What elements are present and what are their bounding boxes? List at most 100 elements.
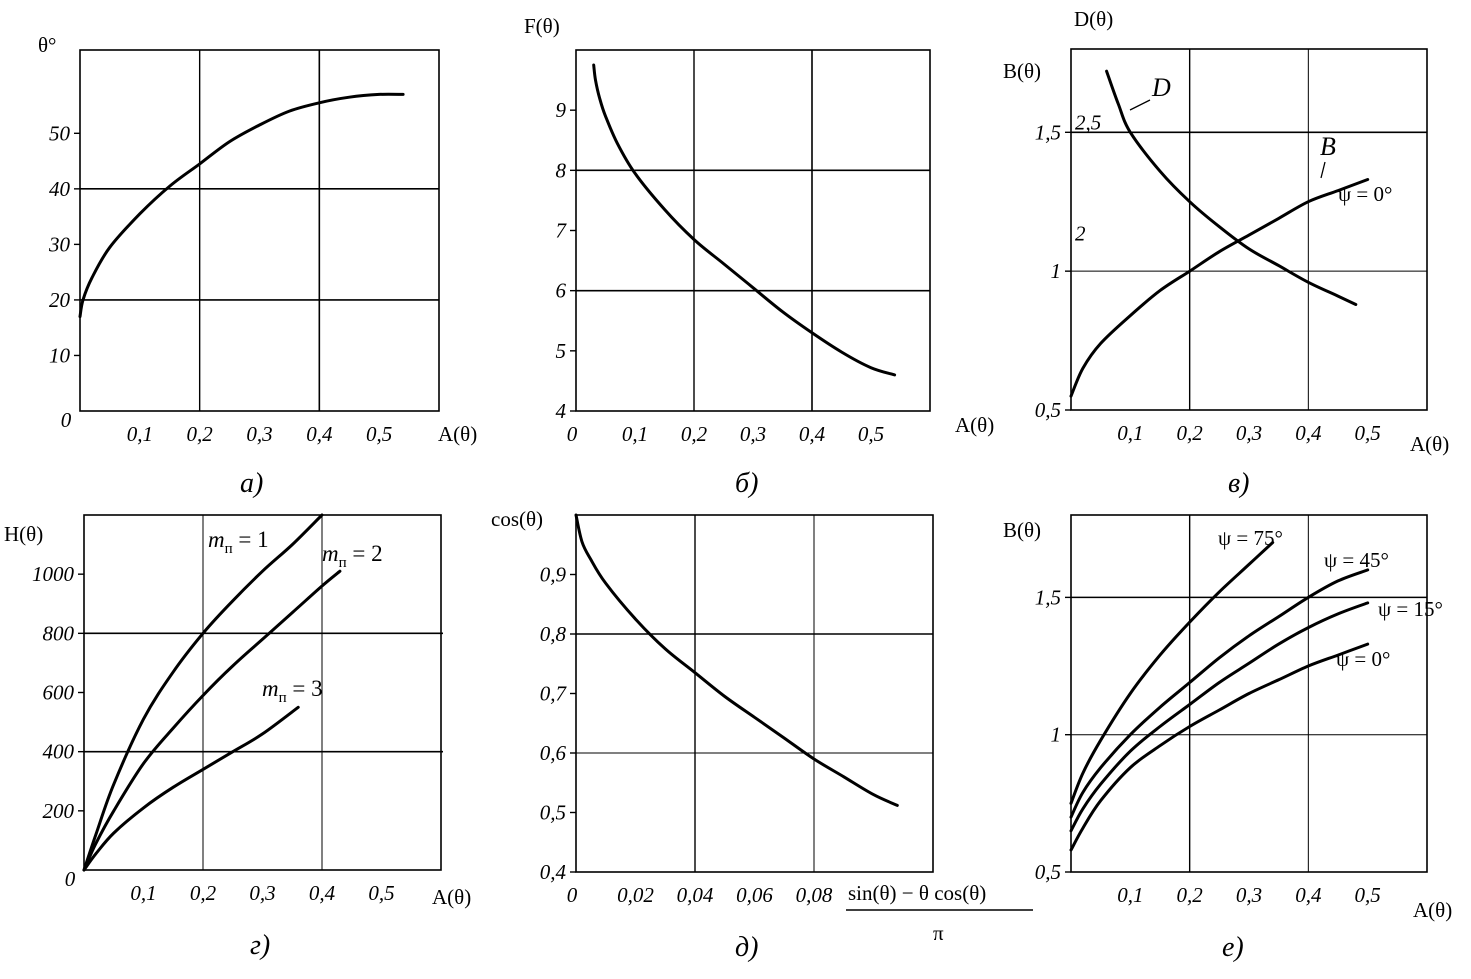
panel-b-y-tick-0: 4: [556, 399, 567, 423]
panel-v-x-tick-4: 0,5: [1355, 421, 1381, 445]
panel-g-label-m2: mп = 2: [322, 541, 383, 571]
panel-d-y-tick-5: 0,9: [540, 563, 567, 587]
panel-v-y-label: B(θ): [1003, 59, 1041, 83]
panel-b: 0,1 0,2 0,3 0,4 0,5 4 5 6 7 8 9 0: [556, 49, 931, 446]
panel-e-x-tick-2: 0,3: [1236, 883, 1262, 907]
panel-v-y2-tick-0: 2,5: [1075, 110, 1101, 134]
panel-g-y-tick-0: 200: [43, 799, 75, 823]
panel-a-series-0: [78, 92, 405, 319]
panel-d-x-tick-2: 0,06: [736, 883, 773, 907]
panel-e-x-tick-4: 0,5: [1355, 883, 1381, 907]
panel-a-x-tick-4: 0,5: [366, 422, 392, 446]
panel-a-x-tick-1: 0,2: [187, 422, 214, 446]
panel-d-x-tick-1: 0,04: [677, 883, 714, 907]
panel-g-m1-symbol: m: [208, 527, 225, 552]
panel-g-m3-symbol: m: [262, 676, 279, 701]
panel-e-caption: е): [1222, 932, 1244, 963]
panel-v-series-0: [1069, 178, 1370, 398]
panel-v-curve-b-leader: [1320, 161, 1326, 179]
panel-g-y-tick-4: 1000: [32, 562, 75, 586]
panel-g-m3-value: = 3: [287, 676, 323, 701]
panel-b-caption: б): [735, 468, 758, 499]
panel-g-x-label: A(θ): [432, 885, 471, 909]
panel-g-caption: г): [250, 930, 270, 961]
panel-v-curve-label-d: D: [1151, 73, 1171, 102]
panel-v-y2-tick-1: 2: [1075, 221, 1086, 245]
panel-b-frame: [575, 49, 931, 412]
panel-g-x-tick-3: 0,4: [309, 881, 336, 905]
panel-e-x-tick-0: 0,1: [1117, 883, 1143, 907]
panel-e-series-0: [1069, 541, 1275, 805]
panel-b-origin-label: 0: [567, 422, 578, 446]
panel-e-x-tick-1: 0,2: [1177, 883, 1204, 907]
panel-g-y-tick-1: 400: [43, 740, 75, 764]
panel-v-curve-label-b: B: [1320, 132, 1336, 161]
panel-g: 0,1 0,2 0,3 0,4 0,5 200 400 600 800 1000 0: [32, 513, 443, 905]
panel-d-x-label-denominator: π: [933, 921, 944, 945]
panel-g-m2-subscript: п: [339, 555, 347, 571]
panel-b-y-tick-3: 7: [556, 219, 568, 243]
panel-v-x-tick-1: 0,2: [1177, 421, 1204, 445]
panel-a-y-tick-3: 40: [49, 177, 71, 201]
panel-g-y-label: H(θ): [4, 522, 43, 546]
panel-g-series-0: [82, 513, 324, 872]
panel-b-y-tick-5: 9: [556, 98, 567, 122]
panel-e-label-psi75: ψ = 75°: [1218, 526, 1283, 550]
panel-a-y-label: θ°: [38, 33, 56, 57]
panel-d-y-tick-4: 0,8: [540, 622, 567, 646]
panel-a-caption: а): [240, 468, 263, 499]
panel-v-x-label: A(θ): [1410, 432, 1449, 456]
panel-v-x-tick-3: 0,4: [1295, 421, 1322, 445]
panel-g-m2-value: = 2: [347, 541, 383, 566]
panel-v-y-tick-1: 1: [1051, 259, 1062, 283]
panel-e-series-3: [1069, 642, 1370, 852]
panel-g-x-tick-4: 0,5: [368, 881, 394, 905]
panel-g-m1-subscript: п: [225, 541, 233, 557]
panel-b-x-tick-0: 0,1: [622, 422, 648, 446]
panel-d-y-tick-2: 0,6: [540, 741, 567, 765]
panel-a-x-label: A(θ): [438, 422, 477, 446]
panel-g-x-tick-0: 0,1: [130, 881, 156, 905]
panel-b-y-tick-1: 5: [556, 339, 567, 363]
panel-v-frame: [1070, 48, 1428, 411]
panel-v-x-tick-2: 0,3: [1236, 421, 1262, 445]
panel-d: 0,02 0,04 0,06 0,08 0,4 0,5 0,6 0,7 0,8 0,9 0: [540, 513, 934, 907]
panel-e-y-tick-2: 1,5: [1035, 585, 1061, 609]
panel-b-y-tick-2: 6: [556, 279, 567, 303]
panel-g-x-tick-2: 0,3: [249, 881, 275, 905]
panel-e-y-tick-1: 1: [1051, 723, 1062, 747]
panel-g-origin-label: 0: [65, 867, 76, 891]
panel-g-series-2: [82, 705, 300, 872]
panel-e-series-2: [1069, 601, 1370, 833]
panel-g-series-1: [82, 569, 342, 872]
panel-a-x-tick-3: 0,4: [306, 422, 333, 446]
panel-b-x-tick-2: 0,3: [740, 422, 766, 446]
panel-d-x-label-numerator: sin(θ) − θ cos(θ): [848, 881, 986, 905]
panel-g-y-tick-2: 600: [43, 681, 75, 705]
panel-e-label-psi15: ψ = 15°: [1378, 597, 1443, 621]
panel-b-x-tick-1: 0,2: [681, 422, 708, 446]
panel-e-y-label: B(θ): [1003, 518, 1041, 542]
panel-v: 0,1 0,2 0,3 0,4 0,5 0,5 1 1,5 2,5 2: [1035, 48, 1428, 445]
panel-a: 0,1 0,2 0,3 0,4 0,5 10 20 30 40 50 0: [48, 49, 440, 446]
panel-v-y-tick-0: 0,5: [1035, 398, 1061, 422]
panel-g-m3-subscript: п: [279, 690, 287, 706]
panel-b-series-0: [592, 63, 897, 377]
panel-v-y-tick-2: 1,5: [1035, 120, 1061, 144]
panel-d-y-label: cos(θ): [491, 507, 543, 531]
panel-d-series-0: [574, 513, 899, 807]
panel-b-y-label: F(θ): [524, 14, 560, 38]
panel-e-x-tick-3: 0,4: [1295, 883, 1322, 907]
panel-a-y-tick-1: 20: [49, 288, 71, 312]
panel-g-label-m3: mп = 3: [262, 676, 323, 706]
panel-e-label-psi45: ψ = 45°: [1324, 548, 1389, 572]
panel-b-y-tick-4: 8: [556, 158, 567, 182]
panel-d-frame: [575, 514, 934, 873]
panel-g-label-m1: mп = 1: [208, 527, 269, 557]
panel-b-x-label: A(θ): [955, 413, 994, 437]
panel-a-y-tick-4: 50: [49, 121, 71, 145]
panel-g-m1-value: = 1: [233, 527, 269, 552]
panel-v-psi-label: ψ = 0°: [1338, 182, 1392, 206]
panel-d-y-tick-1: 0,5: [540, 801, 566, 825]
